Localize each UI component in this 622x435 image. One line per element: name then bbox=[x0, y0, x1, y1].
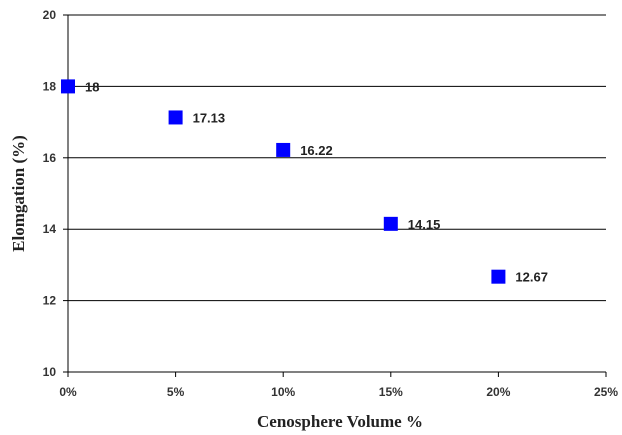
x-tick-label: 20% bbox=[486, 385, 510, 399]
data-point-label: 16.22 bbox=[300, 143, 333, 158]
y-tick-label: 20 bbox=[43, 8, 57, 22]
y-tick-label: 12 bbox=[43, 294, 57, 308]
data-point-marker bbox=[383, 216, 398, 231]
x-tick-label: 0% bbox=[59, 385, 77, 399]
x-tick-label: 15% bbox=[379, 385, 403, 399]
data-point-marker bbox=[168, 110, 183, 125]
data-point-marker bbox=[276, 142, 291, 157]
y-tick-label: 14 bbox=[43, 222, 57, 236]
tick-labels: 10 12 14 16 18 20 0% 5% 10% 15% 20% 25% bbox=[43, 8, 619, 399]
data-point-label: 18 bbox=[85, 79, 99, 94]
grid-lines bbox=[68, 14, 606, 302]
y-axis-title: Elomgation (%) bbox=[9, 135, 28, 252]
y-tick-label: 16 bbox=[43, 151, 57, 165]
y-tick-label: 18 bbox=[43, 79, 57, 93]
x-tick-label: 5% bbox=[167, 385, 185, 399]
x-tick-label: 25% bbox=[594, 385, 618, 399]
x-axis-title: Cenosphere Volume % bbox=[257, 412, 423, 431]
data-labels: 18 17.13 16.22 14.15 12.67 bbox=[85, 79, 548, 284]
data-point-label: 12.67 bbox=[515, 270, 548, 285]
data-point-marker bbox=[491, 269, 506, 284]
axes bbox=[67, 15, 606, 373]
data-point-marker bbox=[61, 79, 75, 94]
y-tick-label: 10 bbox=[43, 365, 57, 379]
data-point-label: 17.13 bbox=[193, 110, 226, 125]
x-tick-label: 10% bbox=[271, 385, 295, 399]
data-point-label: 14.15 bbox=[408, 217, 441, 232]
data-points bbox=[61, 79, 506, 284]
